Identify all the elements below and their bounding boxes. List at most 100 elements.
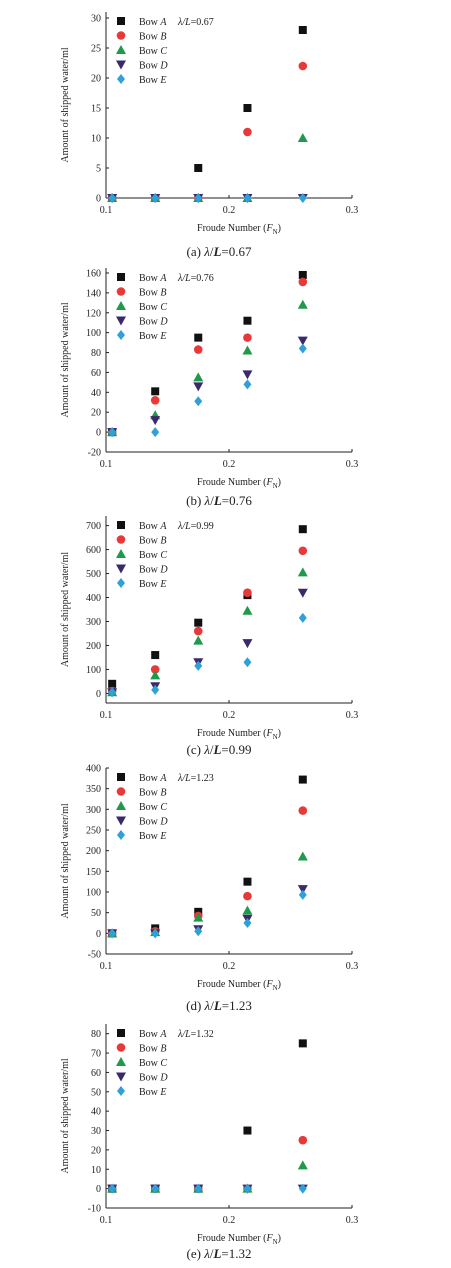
legend-marker <box>116 1072 126 1082</box>
data-point <box>151 427 160 438</box>
legend-marker <box>116 564 126 574</box>
y-tick-label: -20 <box>88 448 101 459</box>
data-point <box>194 333 203 342</box>
y-tick-label: 50 <box>91 908 101 919</box>
x-tick-label: 0.3 <box>346 1215 359 1226</box>
legend-marker <box>116 1057 126 1066</box>
legend-marker <box>116 31 126 40</box>
data-point <box>243 588 252 598</box>
data-point <box>298 26 307 34</box>
panel-caption: (b) λ/L=0.76 <box>186 493 252 508</box>
y-tick-label: 60 <box>91 368 101 379</box>
y-axis-label: Amount of shipped water/ml <box>60 552 71 667</box>
y-tick-label: 400 <box>86 764 101 775</box>
x-tick-label: 0.2 <box>223 1215 236 1226</box>
y-tick-label: 30 <box>91 1126 101 1137</box>
legend-label: Bow C <box>139 302 167 313</box>
data-point <box>108 928 117 939</box>
data-point <box>243 316 252 325</box>
data-point <box>298 775 307 784</box>
legend-wavelength-note: λ/L=1.32 <box>177 1029 214 1040</box>
y-tick-label: 60 <box>91 1068 101 1079</box>
panel-caption: (a) λ/L=0.67 <box>187 244 252 259</box>
x-tick-label: 0.2 <box>223 205 236 216</box>
legend-label: Bow D <box>139 61 168 72</box>
legend-marker <box>117 830 125 840</box>
legend-marker <box>117 273 125 281</box>
y-tick-label: 500 <box>86 569 101 580</box>
legend-label: Bow E <box>139 331 167 342</box>
legend-marker <box>116 45 126 54</box>
data-point <box>297 885 308 895</box>
legend-marker <box>116 535 126 544</box>
y-tick-label: 20 <box>91 74 101 85</box>
legend-marker <box>117 521 125 529</box>
y-tick-label: 30 <box>91 14 101 25</box>
legend-label: Bow E <box>139 1087 167 1098</box>
legend-label: Bow A <box>139 17 167 28</box>
data-point <box>298 1039 307 1048</box>
data-point <box>298 1135 308 1145</box>
data-point <box>298 889 307 900</box>
data-point <box>298 343 307 354</box>
legend-marker <box>117 17 125 25</box>
legend-marker <box>117 773 125 781</box>
data-point <box>194 926 203 937</box>
data-point <box>151 928 160 939</box>
chart-panel-d: -50 0 50 100 150 200 250 300 350 400 0.1 0.2 0.3 Frou… <box>60 764 358 1014</box>
y-axis-label: Amount of shipped water/ml <box>60 47 71 162</box>
data-point <box>297 851 308 861</box>
y-tick-label: -10 <box>88 1204 101 1215</box>
y-axis-label: Amount of shipped water/ml <box>60 1058 71 1173</box>
legend-marker <box>117 330 125 340</box>
data-point <box>151 193 160 203</box>
data-point <box>150 670 161 680</box>
data-point <box>298 806 308 815</box>
data-point <box>194 618 203 627</box>
x-tick-label: 0.1 <box>100 961 113 972</box>
data-point <box>242 605 253 615</box>
x-tick-label: 0.3 <box>346 459 359 470</box>
legend-wavelength-note: λ/L=0.76 <box>177 273 214 284</box>
y-tick-label: 600 <box>86 545 101 556</box>
data-point <box>193 345 203 354</box>
legend-label: Bow D <box>139 817 168 828</box>
y-tick-label: 25 <box>91 44 101 55</box>
y-tick-label: 15 <box>91 104 101 115</box>
y-tick-label: 80 <box>91 348 101 359</box>
data-point <box>242 345 253 355</box>
legend-label: Bow B <box>139 536 167 547</box>
panel-caption: (c) λ/L=0.99 <box>187 742 252 757</box>
data-point <box>150 665 160 674</box>
legend-marker <box>116 787 126 796</box>
x-tick-label: 0.1 <box>100 1215 113 1226</box>
legend-marker <box>116 549 126 558</box>
data-point <box>298 525 307 534</box>
x-axis-label: Froude Number (FN) <box>197 477 281 490</box>
y-tick-label: 400 <box>86 593 101 604</box>
y-tick-label: 0 <box>96 689 101 700</box>
data-point <box>298 546 308 556</box>
legend-marker <box>117 578 125 588</box>
legend-marker <box>116 1043 126 1052</box>
y-tick-label: 700 <box>86 521 101 532</box>
legend-label: Bow D <box>139 1073 168 1084</box>
legend-label: Bow C <box>139 46 167 57</box>
chart-panel-b: -20 0 20 40 60 80 100 120 140 160 0.1 0.2 0.3 Froude … <box>60 268 358 508</box>
legend-label: Bow B <box>139 288 167 299</box>
legend-label: Bow E <box>139 75 167 86</box>
y-tick-label: 200 <box>86 641 101 652</box>
y-tick-label: 100 <box>86 328 101 339</box>
x-tick-label: 0.2 <box>223 961 236 972</box>
legend-label: Bow A <box>139 521 167 532</box>
y-tick-label: 100 <box>86 888 101 899</box>
legend-marker <box>117 74 125 84</box>
chart-panel-a: 0 5 10 15 20 25 30 0.1 0.2 0.3 Froude Number (FN) A… <box>60 12 358 259</box>
y-tick-label: 250 <box>86 826 101 837</box>
data-point <box>108 679 117 688</box>
data-point <box>108 193 117 203</box>
y-tick-label: 300 <box>86 805 101 816</box>
data-point <box>243 127 252 137</box>
y-axis-label: Amount of shipped water/ml <box>60 302 71 417</box>
